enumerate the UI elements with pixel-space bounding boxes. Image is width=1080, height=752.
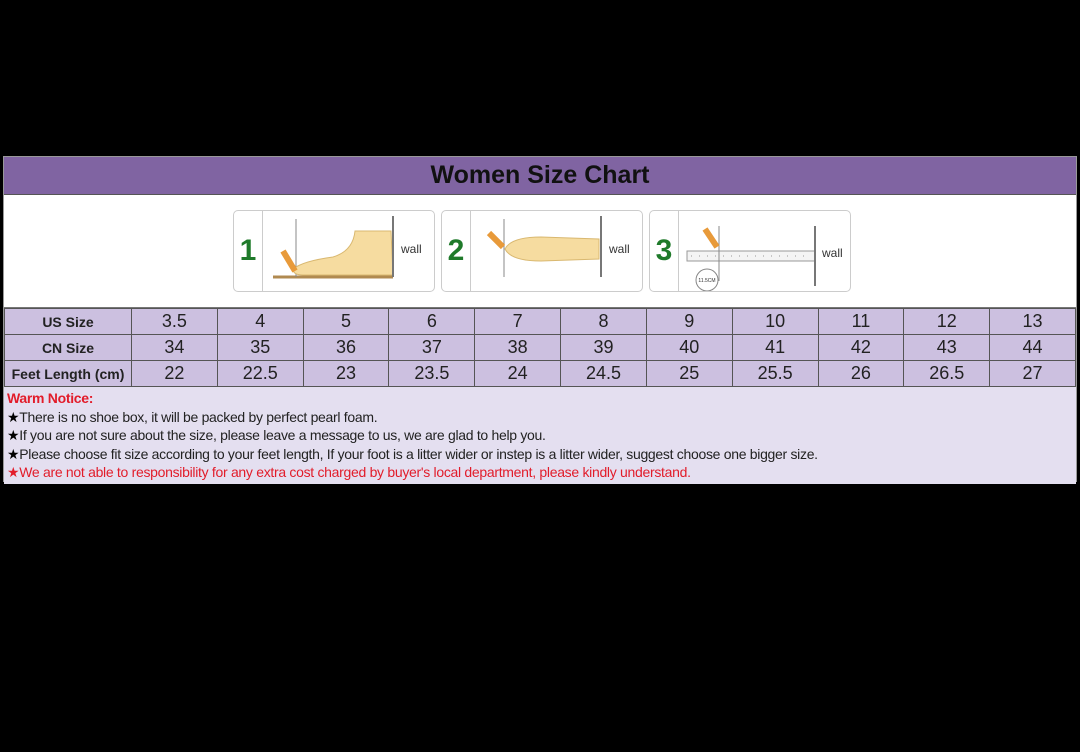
table-cell: 13 (989, 308, 1076, 335)
row-label: Feet Length (cm) (4, 360, 132, 387)
table-cell: 34 (131, 334, 218, 361)
measurement-illustrations: 1 wall 2 wall 3 (4, 195, 1076, 308)
table-cell: 22 (131, 360, 218, 387)
table-cell: 26 (817, 360, 905, 387)
size-table: US Size 3.5 4 5 6 7 8 9 10 11 12 13 CN Size 34 35 36 37 3… (4, 308, 1076, 387)
row-label: CN Size (4, 334, 132, 361)
notice-text: Please choose fit size according to your… (19, 445, 818, 462)
wall-label: wall (400, 242, 422, 256)
table-cell: 23.5 (388, 360, 476, 387)
foot-side-illustration-icon: wall (273, 216, 422, 279)
step-number: 2 (442, 211, 471, 291)
step-1-panel: 1 wall (233, 210, 435, 292)
foot-top-illustration-icon: wall (486, 216, 630, 277)
ruler-illustration-icon: 11.5CM wall (686, 226, 843, 291)
notice-item: ★Please choose fit size according to you… (7, 445, 1073, 464)
step-number: 3 (650, 211, 679, 291)
table-row: CN Size 34 35 36 37 38 39 40 41 42 43 44 (4, 334, 1076, 361)
size-chart: Women Size Chart 1 wall 2 wall (3, 156, 1077, 484)
table-cell: 22.5 (216, 360, 304, 387)
notice-item: ★We are not able to responsibility for a… (7, 463, 1073, 482)
star-icon: ★ (7, 427, 20, 443)
warm-notice: Warm Notice: ★There is no shoe box, it w… (4, 387, 1076, 484)
star-icon: ★ (7, 408, 20, 425)
row-label: US Size (4, 308, 132, 335)
table-cell: 9 (645, 308, 733, 335)
table-cell: 41 (731, 334, 819, 361)
measure-label: 11.5CM (698, 278, 715, 284)
notice-item: ★There is no shoe box, it will be packed… (7, 408, 1073, 427)
table-cell: 23 (302, 360, 390, 387)
notice-item: ★If you are not sure about the size, ple… (7, 426, 1073, 445)
table-row: Feet Length (cm) 22 22.5 23 23.5 24 24.5 25 25.5… (4, 360, 1076, 387)
notice-heading: Warm Notice: (7, 390, 94, 406)
star-icon: ★ (7, 445, 20, 462)
table-cell: 26.5 (903, 360, 991, 387)
table-cell: 38 (474, 334, 562, 361)
table-cell: 42 (817, 334, 905, 361)
chart-title: Women Size Chart (4, 157, 1076, 195)
table-cell: 6 (388, 308, 476, 335)
step-number: 1 (234, 211, 263, 291)
wall-label: wall (608, 242, 630, 256)
table-cell: 24 (474, 360, 562, 387)
table-cell: 44 (989, 334, 1076, 361)
table-cell: 7 (474, 308, 562, 335)
table-cell: 10 (731, 308, 819, 335)
notice-text: We are not able to responsibility for an… (19, 464, 691, 480)
table-cell: 43 (903, 334, 991, 361)
table-cell: 25 (645, 360, 733, 387)
step-3-panel: 3 11.5CM wall (649, 210, 851, 292)
table-cell: 39 (560, 334, 647, 361)
notice-text: If you are not sure about the size, plea… (19, 427, 546, 443)
table-cell: 8 (560, 308, 647, 335)
table-cell: 11 (817, 308, 905, 335)
table-cell: 4 (216, 308, 304, 335)
table-cell: 36 (302, 334, 390, 361)
table-row: US Size 3.5 4 5 6 7 8 9 10 11 12 13 (4, 308, 1076, 335)
table-cell: 40 (645, 334, 733, 361)
step-2-panel: 2 wall (441, 210, 643, 292)
wall-label: wall (821, 246, 843, 260)
table-cell: 27 (989, 360, 1076, 387)
table-cell: 37 (388, 334, 476, 361)
notice-text: There is no shoe box, it will be packed … (19, 408, 378, 425)
table-cell: 35 (216, 334, 304, 361)
star-icon: ★ (7, 464, 20, 480)
table-cell: 5 (302, 308, 390, 335)
table-cell: 24.5 (560, 360, 647, 387)
table-cell: 3.5 (131, 308, 218, 335)
table-cell: 25.5 (731, 360, 819, 387)
table-cell: 12 (903, 308, 991, 335)
